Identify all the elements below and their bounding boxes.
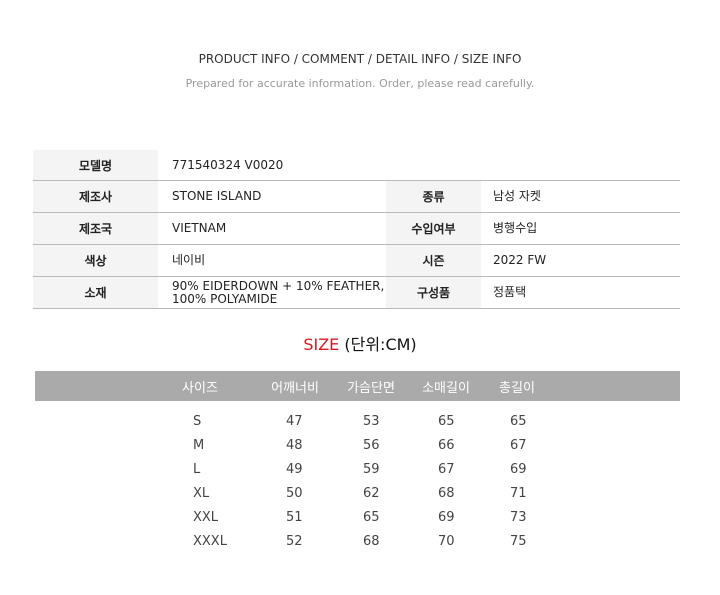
info-row: 소재 90% EIDERDOWN + 10% FEATHER, 100% POLY… <box>33 277 680 309</box>
size-cell: 49 <box>286 462 303 477</box>
info-label: 제조사 <box>33 181 158 212</box>
info-value: 정품택 <box>493 285 527 299</box>
size-cell: L <box>193 462 201 477</box>
size-column-header: 총길이 <box>499 381 535 396</box>
size-column-header: 가슴단면 <box>347 381 395 396</box>
size-cell: 71 <box>510 486 527 501</box>
size-title-unit: (단위:CM) <box>339 335 417 354</box>
info-row: 모델명 771540324 V0020 <box>33 150 680 181</box>
info-label: 색상 <box>33 245 158 276</box>
size-cell: 65 <box>438 414 455 429</box>
size-cell: 73 <box>510 510 527 525</box>
info-value: 2022 FW <box>493 253 547 267</box>
size-cell: 56 <box>363 438 380 453</box>
info-row: 제조사 STONE ISLAND 종류 남성 자켓 <box>33 181 680 213</box>
size-cell: 68 <box>363 534 380 549</box>
size-cell: 65 <box>363 510 380 525</box>
page-subtitle: Prepared for accurate information. Order… <box>185 77 535 90</box>
size-cell: XXXL <box>193 534 227 549</box>
size-cell: 65 <box>510 414 527 429</box>
size-cell: 62 <box>363 486 380 501</box>
size-column-header: 어깨너비 <box>271 381 319 396</box>
product-info-table: 모델명 771540324 V0020 제조사 STONE ISLAND 종류 남성 자켓… <box>33 150 680 309</box>
size-cell: 75 <box>510 534 527 549</box>
info-value: 네이비 <box>172 253 206 267</box>
info-label: 소재 <box>33 277 158 308</box>
info-value: VIETNAM <box>172 221 227 235</box>
info-value: 90% EIDERDOWN + 10% FEATHER, 100% POLYAM… <box>172 278 385 306</box>
info-value: 병행수입 <box>493 221 538 235</box>
size-cell: 69 <box>510 462 527 477</box>
size-title-red: SIZE <box>303 335 340 354</box>
size-column-header: 사이즈 <box>182 381 218 396</box>
size-cell: 48 <box>286 438 303 453</box>
size-cell: 69 <box>438 510 455 525</box>
size-column-header: 소매길이 <box>422 381 470 396</box>
size-cell: 66 <box>438 438 455 453</box>
size-cell: 70 <box>438 534 455 549</box>
size-cell: 50 <box>286 486 303 501</box>
size-cell: 59 <box>363 462 380 477</box>
size-title: SIZE (단위:CM) <box>0 331 720 355</box>
size-cell: 53 <box>363 414 380 429</box>
size-cell: 52 <box>286 534 303 549</box>
info-label: 제조국 <box>33 213 158 244</box>
size-cell: XXL <box>193 510 219 525</box>
info-row: 색상 네이비 시즌 2022 FW <box>33 245 680 277</box>
size-cell: 68 <box>438 486 455 501</box>
size-cell: M <box>193 438 205 453</box>
info-label: 수입여부 <box>386 213 481 244</box>
size-table-header: 사이즈 어깨너비 가슴단면 소매길이 총길이 <box>35 371 680 401</box>
info-label: 모델명 <box>33 150 158 180</box>
size-cell: 67 <box>438 462 455 477</box>
size-cell: 67 <box>510 438 527 453</box>
page-title: PRODUCT INFO / COMMENT / DETAIL INFO / S… <box>198 52 522 66</box>
info-value: STONE ISLAND <box>172 189 262 203</box>
info-value: 771540324 V0020 <box>172 157 284 172</box>
info-label: 시즌 <box>386 245 481 276</box>
info-value: 남성 자켓 <box>493 189 541 203</box>
size-cell: S <box>193 414 202 429</box>
size-cell: 47 <box>286 414 303 429</box>
size-cell: 51 <box>286 510 303 525</box>
info-label: 구성품 <box>386 277 481 308</box>
info-label: 종류 <box>386 181 481 212</box>
info-row: 제조국 VIETNAM 수입여부 병행수입 <box>33 213 680 245</box>
size-cell: XL <box>193 486 210 501</box>
